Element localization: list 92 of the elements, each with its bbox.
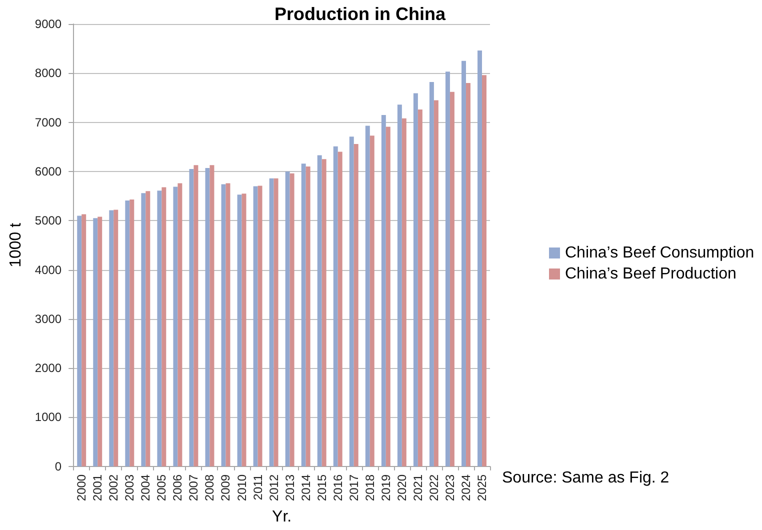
bar xyxy=(365,126,370,466)
x-tick-label: 2007 xyxy=(186,474,201,502)
bar xyxy=(478,50,482,466)
bar xyxy=(93,218,98,466)
bar xyxy=(162,187,166,466)
bar xyxy=(482,75,486,466)
x-tick-label: 2010 xyxy=(234,474,249,502)
bar xyxy=(370,136,374,466)
bar xyxy=(77,216,82,466)
bar xyxy=(210,165,214,466)
bar xyxy=(450,92,454,466)
legend-label: China’s Beef Consumption xyxy=(565,244,754,262)
x-tick-label: 2023 xyxy=(442,474,457,502)
bar xyxy=(381,114,386,466)
x-tick-label: 2008 xyxy=(202,474,217,502)
bar xyxy=(253,186,258,466)
bar xyxy=(466,82,470,466)
bar xyxy=(461,60,466,466)
x-tick-label: 2022 xyxy=(426,474,441,502)
bar xyxy=(418,110,422,466)
bar xyxy=(301,164,306,466)
bar xyxy=(173,186,178,466)
bar xyxy=(114,210,118,466)
y-tick-label: 6000 xyxy=(34,164,62,178)
bar xyxy=(333,146,338,466)
x-tick-label: 2002 xyxy=(106,474,121,502)
bar xyxy=(349,136,354,466)
x-tick-label: 2003 xyxy=(122,474,137,502)
y-axis-title: 1000 t xyxy=(8,222,24,268)
bar xyxy=(386,126,390,466)
x-tick-label: 2012 xyxy=(266,474,281,502)
x-tick-label: 2000 xyxy=(74,474,89,502)
bar xyxy=(413,93,418,466)
y-tick-label: 9000 xyxy=(34,17,62,31)
x-tick-label: 2020 xyxy=(394,474,409,502)
x-tick-label: 2021 xyxy=(410,474,425,502)
y-tick-label: 0 xyxy=(54,459,62,474)
bar xyxy=(98,216,102,466)
x-tick-label: 2009 xyxy=(218,474,233,502)
x-axis-title: Yr. xyxy=(272,508,292,526)
bar xyxy=(322,159,326,466)
x-tick-label: 2016 xyxy=(330,474,345,502)
x-tick-label: 2018 xyxy=(362,474,377,502)
bar xyxy=(434,100,438,466)
bar xyxy=(157,190,162,466)
chart-title: Production in China xyxy=(274,4,446,24)
bar xyxy=(130,199,134,466)
x-tick-label: 2019 xyxy=(378,474,393,502)
y-tick-label: 5000 xyxy=(34,214,62,228)
y-tick-label: 8000 xyxy=(34,66,62,80)
bar xyxy=(226,183,230,466)
y-tick-label: 1000 xyxy=(34,410,62,424)
x-tick-label: 2006 xyxy=(170,474,185,502)
bar xyxy=(194,165,198,466)
bar xyxy=(189,169,194,466)
bar xyxy=(317,155,322,466)
x-tick-label: 2005 xyxy=(154,474,169,502)
bar xyxy=(402,118,406,466)
bar xyxy=(285,171,290,466)
x-tick-label: 2001 xyxy=(90,474,105,502)
bar xyxy=(178,183,182,466)
bar xyxy=(258,186,262,466)
bar xyxy=(82,214,86,466)
x-tick-label: 2015 xyxy=(314,474,329,502)
x-tick-label: 2004 xyxy=(138,474,153,502)
bar xyxy=(125,200,130,466)
y-tick-label: 2000 xyxy=(34,361,62,376)
bar xyxy=(109,210,114,466)
y-tick-label: 3000 xyxy=(34,312,62,326)
x-tick-label: 2017 xyxy=(346,474,361,502)
x-tick-label: 2014 xyxy=(298,474,313,502)
bar xyxy=(338,152,342,466)
bar xyxy=(445,72,450,466)
bar xyxy=(141,193,146,466)
source-note: Source: Same as Fig. 2 xyxy=(502,470,670,486)
legend-label: China’s Beef Production xyxy=(565,266,736,282)
bar xyxy=(237,194,242,466)
bar xyxy=(274,178,278,466)
bar xyxy=(269,178,274,466)
bar xyxy=(146,191,150,466)
bar xyxy=(354,144,358,466)
bar xyxy=(290,173,294,466)
bar xyxy=(306,166,310,466)
x-tick-label: 2025 xyxy=(474,474,489,502)
y-tick-label: 7000 xyxy=(34,115,62,130)
x-tick-label: 2011 xyxy=(250,474,265,500)
x-tick-label: 2013 xyxy=(282,474,297,502)
bar xyxy=(429,82,434,466)
y-tick-label: 4000 xyxy=(34,262,62,277)
bar xyxy=(205,168,210,466)
bar xyxy=(397,104,402,466)
x-tick-label: 2024 xyxy=(458,474,473,502)
